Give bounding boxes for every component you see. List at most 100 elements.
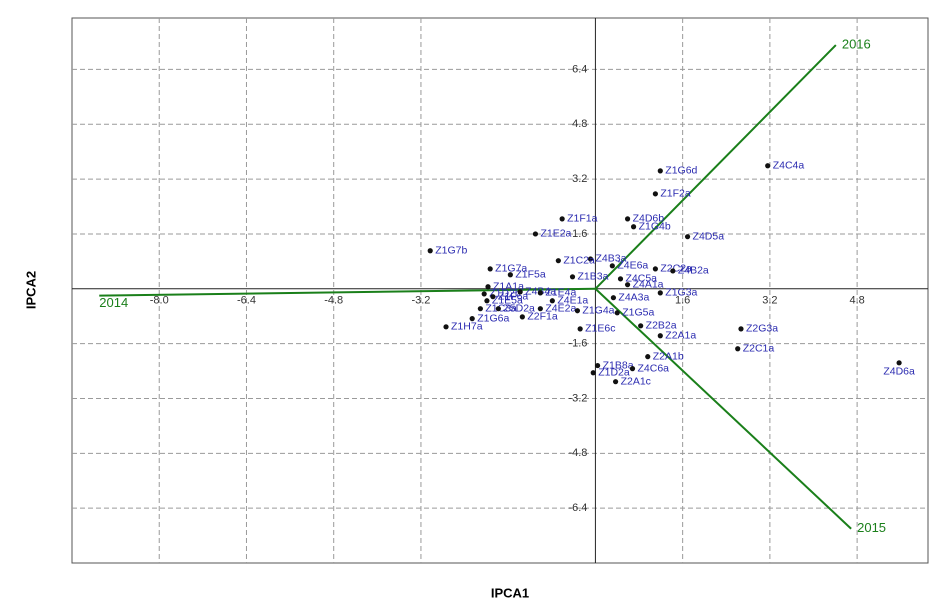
point — [469, 316, 475, 322]
point — [537, 306, 543, 312]
y-tick-label: -6.4 — [568, 502, 587, 514]
point-label: Z4A3a — [618, 291, 649, 303]
point-label: Z1B8a — [603, 359, 634, 371]
point-label: Z1E2a — [540, 228, 571, 240]
point-label: Z4C5a — [625, 273, 657, 285]
point-label: Z2C1a — [743, 343, 775, 355]
point-label: Z1C3a — [485, 302, 517, 314]
point-label: Z1E5a — [492, 295, 523, 307]
point-label: Z4B2a — [678, 265, 709, 277]
point-label: Z4A1a — [633, 278, 664, 290]
x-tick-label: -6.4 — [237, 295, 256, 307]
point — [645, 354, 651, 360]
point-label: Z1F2a — [660, 188, 691, 200]
point-label: Z4C6a — [637, 362, 669, 374]
point — [609, 263, 615, 269]
point — [896, 360, 902, 366]
point-label: Z4E1a — [557, 295, 588, 307]
point-label: Z1E6c — [585, 323, 615, 335]
vector-label: 2016 — [842, 37, 871, 52]
vector — [594, 44, 837, 290]
point — [610, 295, 617, 301]
y-tick-label: 3.2 — [572, 173, 587, 185]
vector — [594, 288, 852, 530]
point — [517, 289, 523, 295]
point-label: Z1C2a — [563, 254, 595, 266]
point — [657, 290, 663, 296]
point — [638, 323, 644, 329]
point — [481, 291, 487, 297]
y-tick-label: 1.6 — [572, 228, 587, 240]
point-label: Z4B3a — [596, 253, 627, 265]
point — [569, 274, 576, 280]
point-label: Z1H7a — [451, 321, 483, 333]
point — [555, 258, 561, 264]
point — [490, 294, 496, 300]
x-tick-label: -4.8 — [324, 295, 343, 307]
point — [549, 298, 555, 304]
point-label: Z1G6d — [665, 165, 697, 177]
x-tick-label: 3.2 — [762, 295, 777, 307]
point-label: Z1E4a — [545, 287, 576, 299]
point — [652, 191, 658, 197]
x-tick-label: 1.6 — [675, 295, 690, 307]
point-label: Z1D2a — [598, 367, 630, 379]
point-label: Z1F6a — [498, 290, 529, 302]
point-label: Z4E2a — [545, 302, 576, 314]
point — [657, 333, 663, 339]
point — [614, 310, 620, 316]
point — [477, 306, 483, 312]
point-label: Z2F1a — [527, 311, 558, 323]
point — [559, 216, 565, 222]
point-label: Z1G5a — [622, 307, 654, 319]
point-label: Z2G3a — [746, 323, 778, 335]
point-label: Z1F1a — [567, 213, 598, 225]
vector-label: 2014 — [99, 295, 128, 310]
x-tick-label: -8.0 — [150, 295, 169, 307]
y-tick-label: -1.6 — [568, 338, 587, 350]
point-label: Z4C4a — [773, 160, 805, 172]
point — [484, 298, 490, 304]
point — [629, 366, 636, 372]
point — [684, 234, 691, 240]
x-axis-label: IPCA1 — [491, 585, 529, 600]
point-label: Z1G4b — [639, 221, 671, 233]
point-label: Z2B2a — [646, 320, 677, 332]
vector-label: 2015 — [857, 520, 886, 535]
point-label: Z4D6b — [633, 213, 665, 225]
point-label: Z1F5a — [515, 269, 546, 281]
x-tick-label: -3.2 — [411, 295, 430, 307]
point — [670, 268, 676, 274]
point — [507, 272, 513, 278]
point — [574, 308, 581, 314]
x-tick-label: 4.8 — [849, 295, 864, 307]
point-label: Z4D6a — [883, 366, 915, 378]
point-label: Z2A1a — [665, 330, 696, 342]
point — [487, 266, 493, 272]
point — [587, 256, 594, 262]
point-label: Z2C2a — [660, 263, 692, 275]
point — [594, 362, 601, 369]
point-label: Z1G6a — [477, 312, 509, 324]
point-label: Z2A1c — [621, 375, 651, 387]
point-label: Z1G4a — [582, 305, 614, 317]
point — [537, 290, 543, 296]
point-label: Z1A1a — [493, 281, 524, 293]
vector — [99, 287, 596, 297]
point-label: Z1G3a — [665, 287, 697, 299]
point — [427, 248, 433, 254]
point — [590, 370, 596, 376]
point — [617, 276, 624, 282]
point — [735, 346, 741, 352]
point — [519, 314, 525, 320]
point — [495, 306, 501, 312]
y-tick-label: -4.8 — [568, 447, 587, 459]
point — [624, 216, 631, 222]
y-tick-label: 4.8 — [572, 118, 587, 130]
point-label: Z1G7b — [435, 245, 467, 257]
point — [485, 284, 491, 290]
point — [738, 326, 744, 332]
y-tick-label: 6.4 — [572, 63, 587, 75]
